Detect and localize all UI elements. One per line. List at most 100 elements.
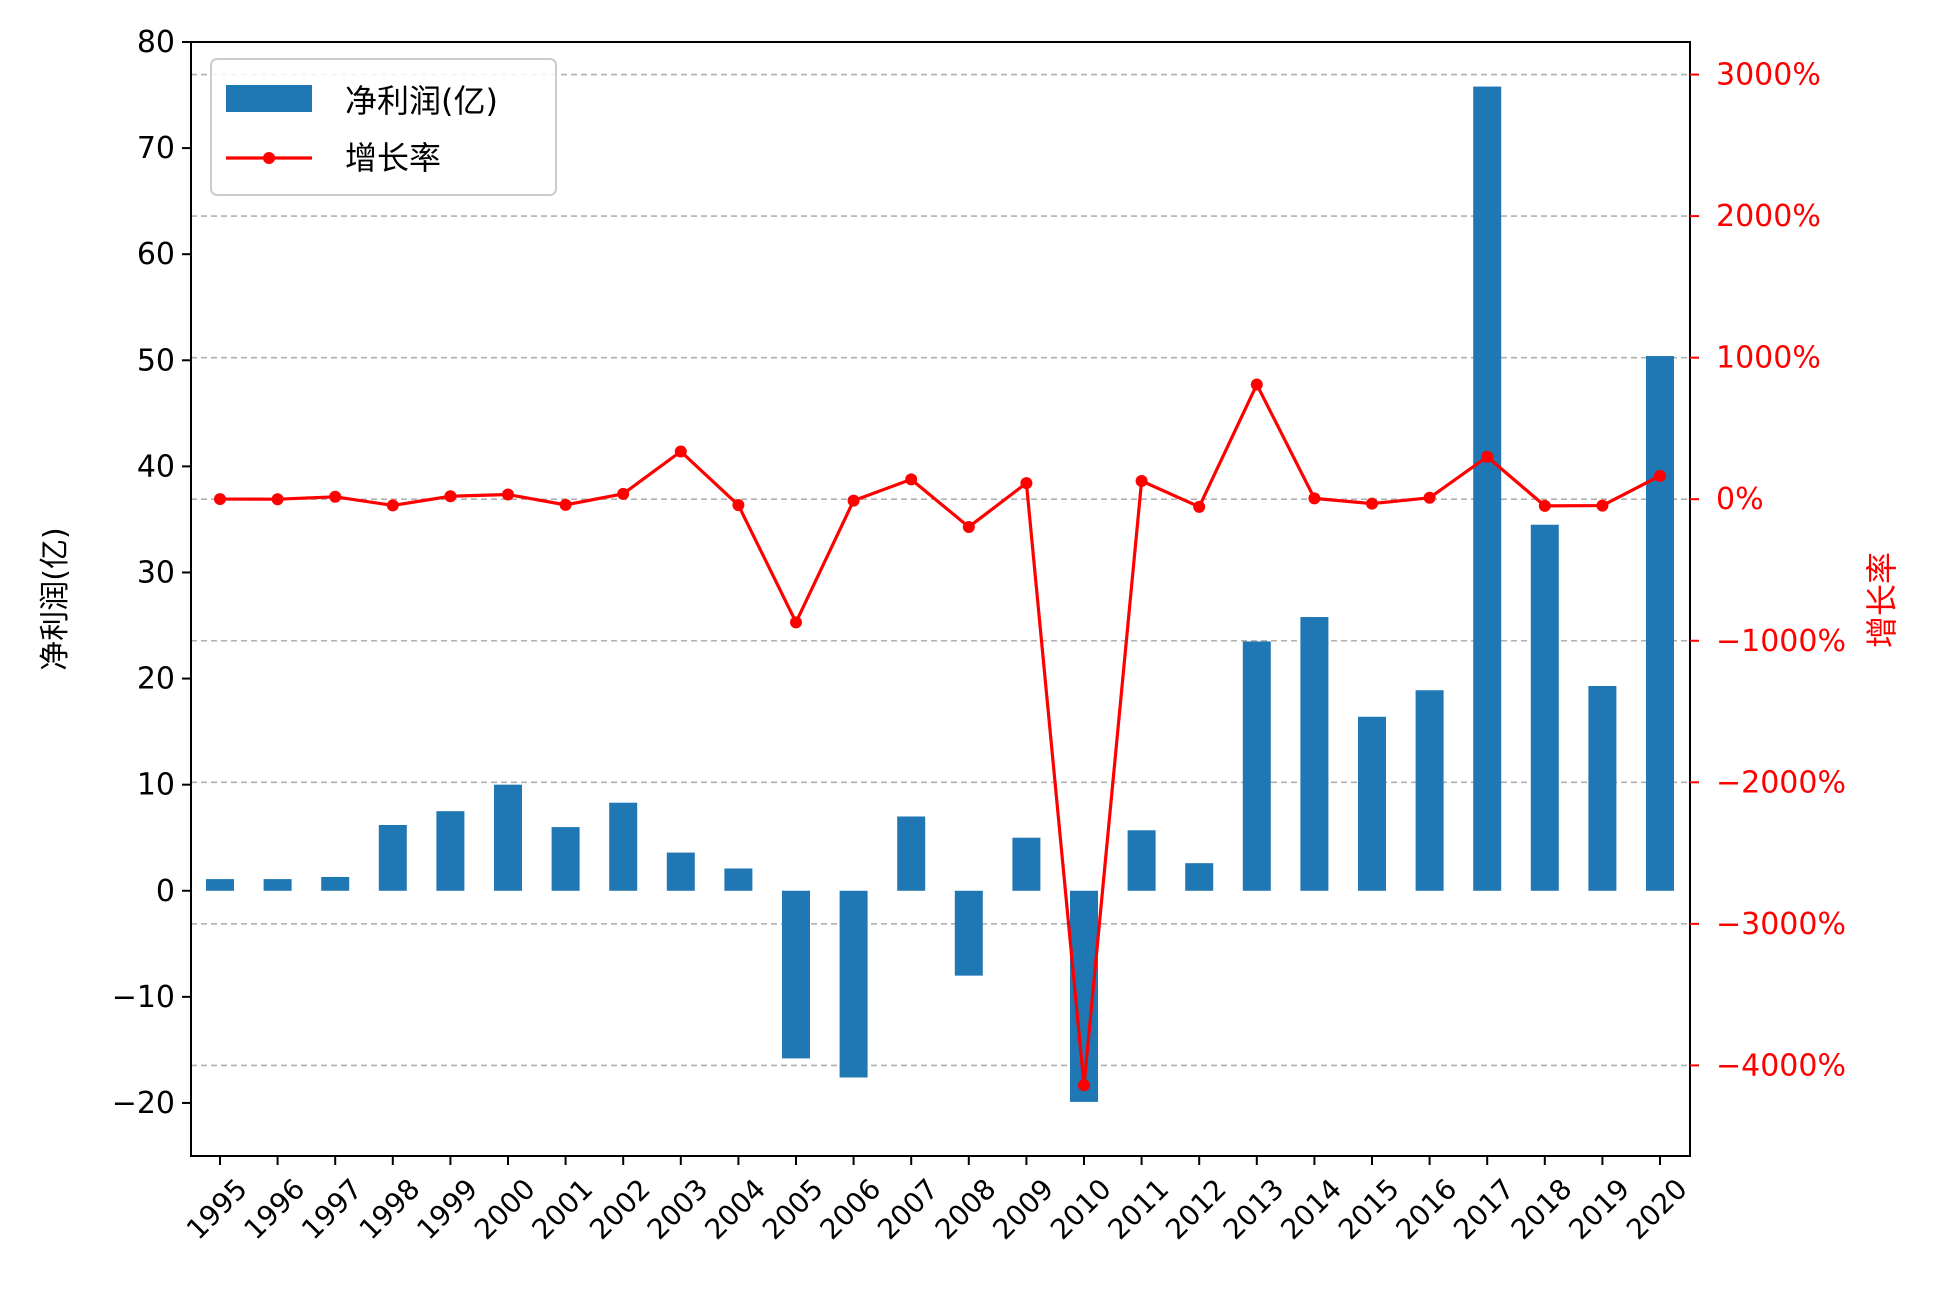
growth-point [905, 473, 918, 486]
y-tick-label: 60 [137, 237, 175, 272]
bar [1185, 863, 1214, 891]
x-tick-label: 2009 [986, 1172, 1060, 1246]
bar [1242, 641, 1271, 891]
x-tick-label: 2015 [1332, 1172, 1406, 1246]
growth-point [1596, 499, 1609, 512]
right-y-axis-label: 增长率 [1863, 552, 1901, 648]
x-tick-label: 2017 [1447, 1172, 1521, 1246]
x-axis-ticks: 1995199619971998199920002001200220032004… [180, 1156, 1694, 1246]
growth-point [444, 490, 457, 503]
x-tick-label: 2001 [526, 1172, 600, 1246]
growth-line [219, 382, 1661, 1087]
growth-point [1654, 469, 1666, 482]
bar [839, 890, 868, 1078]
bar [1588, 685, 1617, 891]
right-y-axis-ticks: −4000% −3000% −2000% −1000% 0% 1000% 2000% 3000… [1690, 58, 1846, 1083]
growth-point [962, 520, 975, 533]
growth-point [1078, 1079, 1090, 1092]
growth-point [674, 445, 687, 458]
bar [551, 827, 580, 891]
y2-tick-label: −3000% [1716, 907, 1846, 942]
growth-point [790, 616, 802, 629]
y2-tick-label: 1000% [1716, 341, 1821, 376]
y2-tick-label: −2000% [1716, 765, 1846, 800]
x-tick-label: 2002 [583, 1172, 657, 1246]
bar [897, 816, 926, 891]
x-tick-label: 2013 [1217, 1172, 1291, 1246]
growth-point [1250, 378, 1263, 391]
x-tick-label: 2018 [1505, 1172, 1579, 1246]
bar [724, 868, 753, 891]
bar [321, 876, 350, 891]
y2-tick-label: −1000% [1716, 624, 1846, 659]
bar [1127, 830, 1156, 891]
growth-point [214, 493, 226, 506]
x-tick-label: 2008 [929, 1172, 1003, 1246]
bar [1300, 617, 1329, 891]
y2-tick-label: 2000% [1716, 199, 1821, 234]
y-tick-label: −20 [112, 1086, 175, 1121]
x-tick-label: 2004 [698, 1172, 772, 1246]
left-y-axis-label: 净利润(亿) [38, 527, 73, 670]
growth-point [559, 498, 572, 511]
x-tick-label: 2020 [1620, 1172, 1694, 1246]
x-tick-label: 1998 [353, 1172, 427, 1246]
growth-point [1538, 499, 1551, 512]
growth-point [1308, 492, 1321, 505]
growth-point [617, 487, 630, 500]
bar [263, 879, 292, 891]
x-tick-label: 2005 [756, 1172, 830, 1246]
x-tick-label: 1999 [410, 1172, 484, 1246]
bar [609, 802, 638, 891]
y2-tick-label: 3000% [1716, 58, 1821, 93]
plot-border [190, 41, 1691, 1157]
y-tick-label: 70 [137, 131, 175, 166]
left-y-axis-ticks: −20 −10 0 10 20 30 40 50 60 70 80 [112, 25, 191, 1121]
y-tick-label: 30 [137, 555, 175, 590]
x-tick-label: 2014 [1274, 1172, 1348, 1246]
growth-point [847, 494, 860, 507]
bar [782, 890, 810, 1059]
growth-point [271, 493, 284, 506]
x-tick-label: 2000 [468, 1172, 542, 1246]
y2-tick-label: 0% [1716, 482, 1764, 517]
x-tick-label: 2012 [1159, 1172, 1233, 1246]
x-tick-label: 2006 [814, 1172, 888, 1246]
legend: 净利润(亿) 增长率 [210, 58, 557, 196]
growth-point [329, 490, 342, 503]
legend-bar-swatch [226, 85, 312, 112]
bar [206, 879, 234, 891]
growth-point [1366, 497, 1378, 510]
bar [494, 784, 522, 891]
growth-point [386, 499, 399, 512]
x-tick-label: 2019 [1562, 1172, 1636, 1246]
x-tick-label: 1996 [238, 1172, 312, 1246]
growth-point [1481, 450, 1494, 463]
line-series [214, 378, 1666, 1092]
growth-point [1020, 477, 1033, 490]
bar [378, 824, 407, 891]
bar [1473, 86, 1502, 891]
x-tick-label: 2011 [1102, 1172, 1176, 1246]
growth-point [1135, 474, 1148, 487]
growth-point [1423, 491, 1436, 504]
y-tick-label: 20 [137, 662, 175, 697]
x-tick-label: 1997 [295, 1172, 369, 1246]
legend-line-marker [263, 152, 275, 164]
bar [954, 890, 983, 976]
bar [436, 811, 465, 891]
legend-bar-label: 净利润(亿) [345, 82, 498, 120]
bar [666, 852, 695, 891]
bar [1415, 690, 1444, 891]
plot-frame [190, 41, 1691, 1157]
y2-tick-label: −4000% [1716, 1048, 1846, 1083]
growth-point [1193, 500, 1206, 513]
y-tick-label: 40 [137, 449, 175, 484]
y-tick-label: 0 [156, 874, 175, 909]
legend-line-label: 增长率 [345, 139, 441, 177]
x-tick-label: 2007 [871, 1172, 945, 1246]
bar-series [206, 86, 1674, 1102]
y-tick-label: 80 [137, 25, 175, 60]
x-tick-label: 2003 [641, 1172, 715, 1246]
